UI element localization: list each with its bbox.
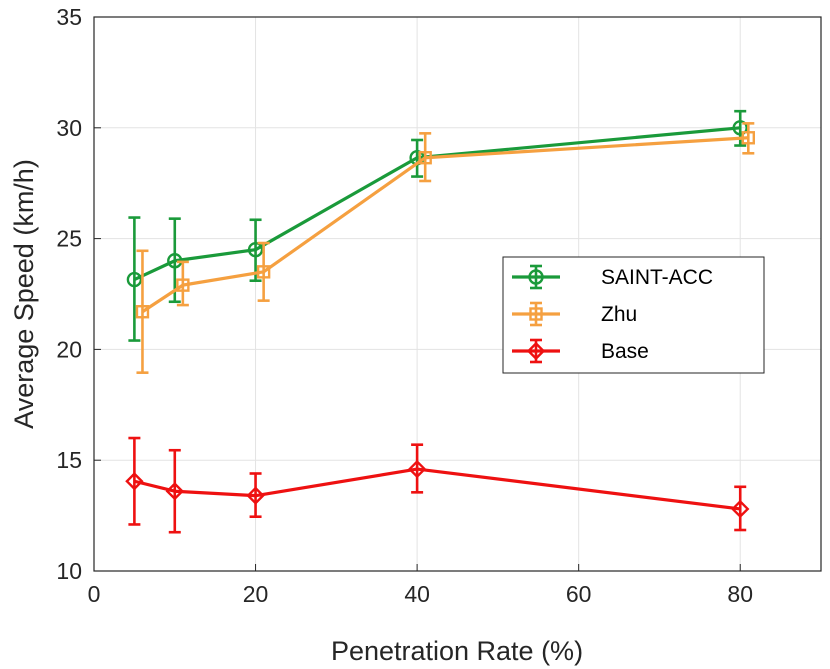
x-axis-label: Penetration Rate (%) [331, 636, 583, 666]
y-axis: 10 15 20 25 30 35 [56, 4, 101, 584]
y-tick-label: 25 [56, 226, 82, 252]
data-point-zhu [256, 265, 271, 279]
legend-label-base: Base [601, 340, 649, 363]
legend-marker-saint-acc [528, 269, 544, 285]
data-point-saint-acc [126, 271, 143, 288]
data-point-saint-acc [247, 241, 264, 258]
data-point-zhu [176, 278, 190, 292]
series-saint-acc [126, 109, 748, 342]
data-point-saint-acc [732, 120, 748, 136]
legend-marker-zhu [529, 307, 543, 321]
legend-marker-base [526, 341, 546, 361]
y-tick-label: 20 [56, 336, 82, 362]
data-point-base [731, 499, 750, 519]
legend-label-saint-acc: SAINT-ACC [601, 266, 713, 289]
data-point-base [165, 482, 184, 501]
legend-entry-zhu: Zhu [512, 301, 637, 327]
y-tick-label: 10 [56, 558, 82, 584]
data-point-base [407, 459, 427, 479]
legend-label-zhu: Zhu [601, 303, 637, 326]
y-tick-label: 30 [56, 115, 82, 141]
y-tick-label: 15 [56, 447, 82, 473]
y-tick-label: 35 [56, 4, 82, 30]
series-base [125, 436, 750, 534]
x-tick-label: 0 [88, 581, 101, 607]
legend-entry-saint-acc: SAINT-ACC [512, 264, 713, 290]
x-axis: 0 20 40 60 80 [88, 564, 753, 607]
data-point-base [125, 472, 144, 491]
legend-entry-base: Base [512, 338, 649, 364]
series-zhu [135, 122, 755, 374]
x-tick-label: 80 [727, 581, 753, 607]
data-point-zhu [418, 151, 432, 165]
data-point-zhu [741, 131, 755, 145]
data-point-base [246, 486, 265, 505]
data-point-zhu [135, 305, 150, 319]
x-tick-label: 60 [566, 581, 592, 607]
plot-frame [93, 16, 822, 572]
y-axis-label: Average Speed (km/h) [9, 159, 39, 429]
series-layer [125, 109, 755, 534]
x-tick-label: 40 [404, 581, 430, 607]
x-tick-label: 20 [243, 581, 269, 607]
legend: SAINT-ACC Zhu Base [502, 256, 765, 374]
